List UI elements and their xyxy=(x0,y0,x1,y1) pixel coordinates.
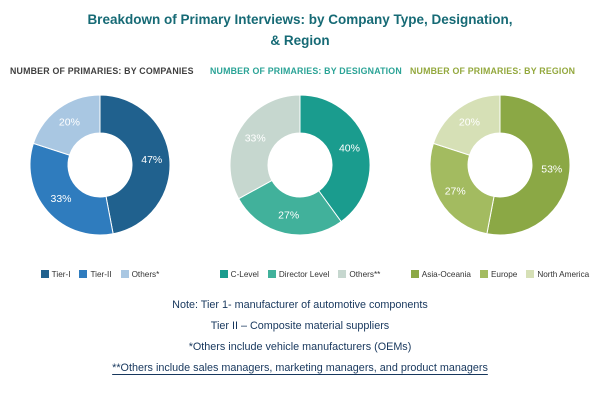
pie-slice-C-Level xyxy=(299,94,371,223)
legend-item: North America xyxy=(526,270,589,279)
chart-legend-companies: Tier-I Tier-II Others* xyxy=(4,270,196,279)
slice-value-label: 47% xyxy=(141,154,162,166)
donut-chart-companies: 47% 33% 20% xyxy=(4,90,196,240)
chart-heading-companies: NUMBER OF PRIMARIES: BY COMPANIES xyxy=(10,65,194,76)
chart-region: NUMBER OF PRIMARIES: BY REGION 53% 27% 20%… xyxy=(400,66,600,279)
legend-item: Tier-I xyxy=(40,269,71,279)
slice-value-label: 40% xyxy=(339,143,360,155)
footnote-others-designation: **Others include sales managers, marketi… xyxy=(112,361,488,374)
pie-slice-Tier-II xyxy=(29,142,114,236)
legend-swatch xyxy=(79,270,88,279)
legend-swatch xyxy=(120,270,129,279)
slice-value-label: 27% xyxy=(445,185,466,197)
pie-slice-Others* xyxy=(32,94,101,156)
chart-heading-region: NUMBER OF PRIMARIES: BY REGION xyxy=(410,65,576,76)
legend-label: Others* xyxy=(131,269,160,279)
legend-item: Tier-II xyxy=(79,269,112,279)
figure-title: Breakdown of Primary Interviews: by Comp… xyxy=(87,12,513,48)
legend-swatch xyxy=(219,270,228,279)
slice-value-label: 53% xyxy=(541,164,562,176)
chart-legend-designation: C-Level Director Level Others** xyxy=(204,270,396,279)
chart-companies: NUMBER OF PRIMARIES: BY COMPANIES 47% 33%… xyxy=(0,66,200,279)
chart-legend-region: Asia-Oceania Europe North America xyxy=(404,270,596,279)
legend-label: Europe xyxy=(490,269,518,279)
legend-item: Others* xyxy=(120,269,160,279)
donut-svg: 47% 33% 20% xyxy=(29,94,171,236)
legend-label: Director Level xyxy=(278,269,330,279)
legend-label: Others** xyxy=(349,269,381,279)
slice-value-label: 33% xyxy=(245,132,266,144)
pie-slice-Asia-Oceania xyxy=(486,94,571,236)
legend-swatch xyxy=(338,270,347,279)
chart-designation: NUMBER OF PRIMARIES: BY DESIGNATION 40% 2… xyxy=(200,65,402,279)
footnote-others-companies: *Others include vehicle manufacturers (O… xyxy=(188,340,412,353)
legend-swatch xyxy=(410,270,419,279)
charts-row: NUMBER OF PRIMARIES: BY COMPANIES 47% 33%… xyxy=(0,66,600,279)
pie-slice-Tier-I xyxy=(99,94,171,235)
legend-swatch xyxy=(479,270,488,279)
legend-swatch xyxy=(40,270,49,279)
legend-item: C-Level xyxy=(219,269,259,279)
slice-value-label: 33% xyxy=(50,193,71,205)
chart-heading-designation: NUMBER OF PRIMARIES: BY DESIGNATION xyxy=(210,65,402,76)
donut-chart-region: 53% 27% 20% xyxy=(404,90,596,240)
footnotes: Note: Tier 1- manufacturer of automotive… xyxy=(0,295,600,379)
slice-value-label: 27% xyxy=(278,209,299,221)
legend-item: Director Level xyxy=(267,269,330,279)
donut-svg: 40% 27% 33% xyxy=(229,94,371,236)
pie-slice-North America xyxy=(432,94,501,156)
legend-label: C-Level xyxy=(230,269,259,279)
donut-svg: 53% 27% 20% xyxy=(429,94,571,236)
legend-item: Others** xyxy=(338,270,380,279)
slice-value-label: 20% xyxy=(459,117,480,129)
donut-chart-designation: 40% 27% 33% xyxy=(204,90,396,240)
footnote-tier1: Note: Tier 1- manufacturer of automotive… xyxy=(172,298,428,311)
legend-label: North America xyxy=(537,269,590,279)
legend-label: Tier-I xyxy=(51,269,71,279)
legend-swatch xyxy=(526,270,535,279)
legend-label: Tier-II xyxy=(90,269,112,279)
pie-slice-Director Level xyxy=(237,179,342,236)
pie-slice-Others** xyxy=(229,94,301,200)
legend-item: Asia-Oceania xyxy=(410,269,471,279)
legend-label: Asia-Oceania xyxy=(421,269,471,279)
legend-swatch xyxy=(267,270,276,279)
footnote-tier2: Tier II – Composite material suppliers xyxy=(210,319,390,332)
legend-item: Europe xyxy=(479,269,518,279)
pie-slice-Europe xyxy=(429,142,495,235)
slice-value-label: 20% xyxy=(59,117,80,129)
